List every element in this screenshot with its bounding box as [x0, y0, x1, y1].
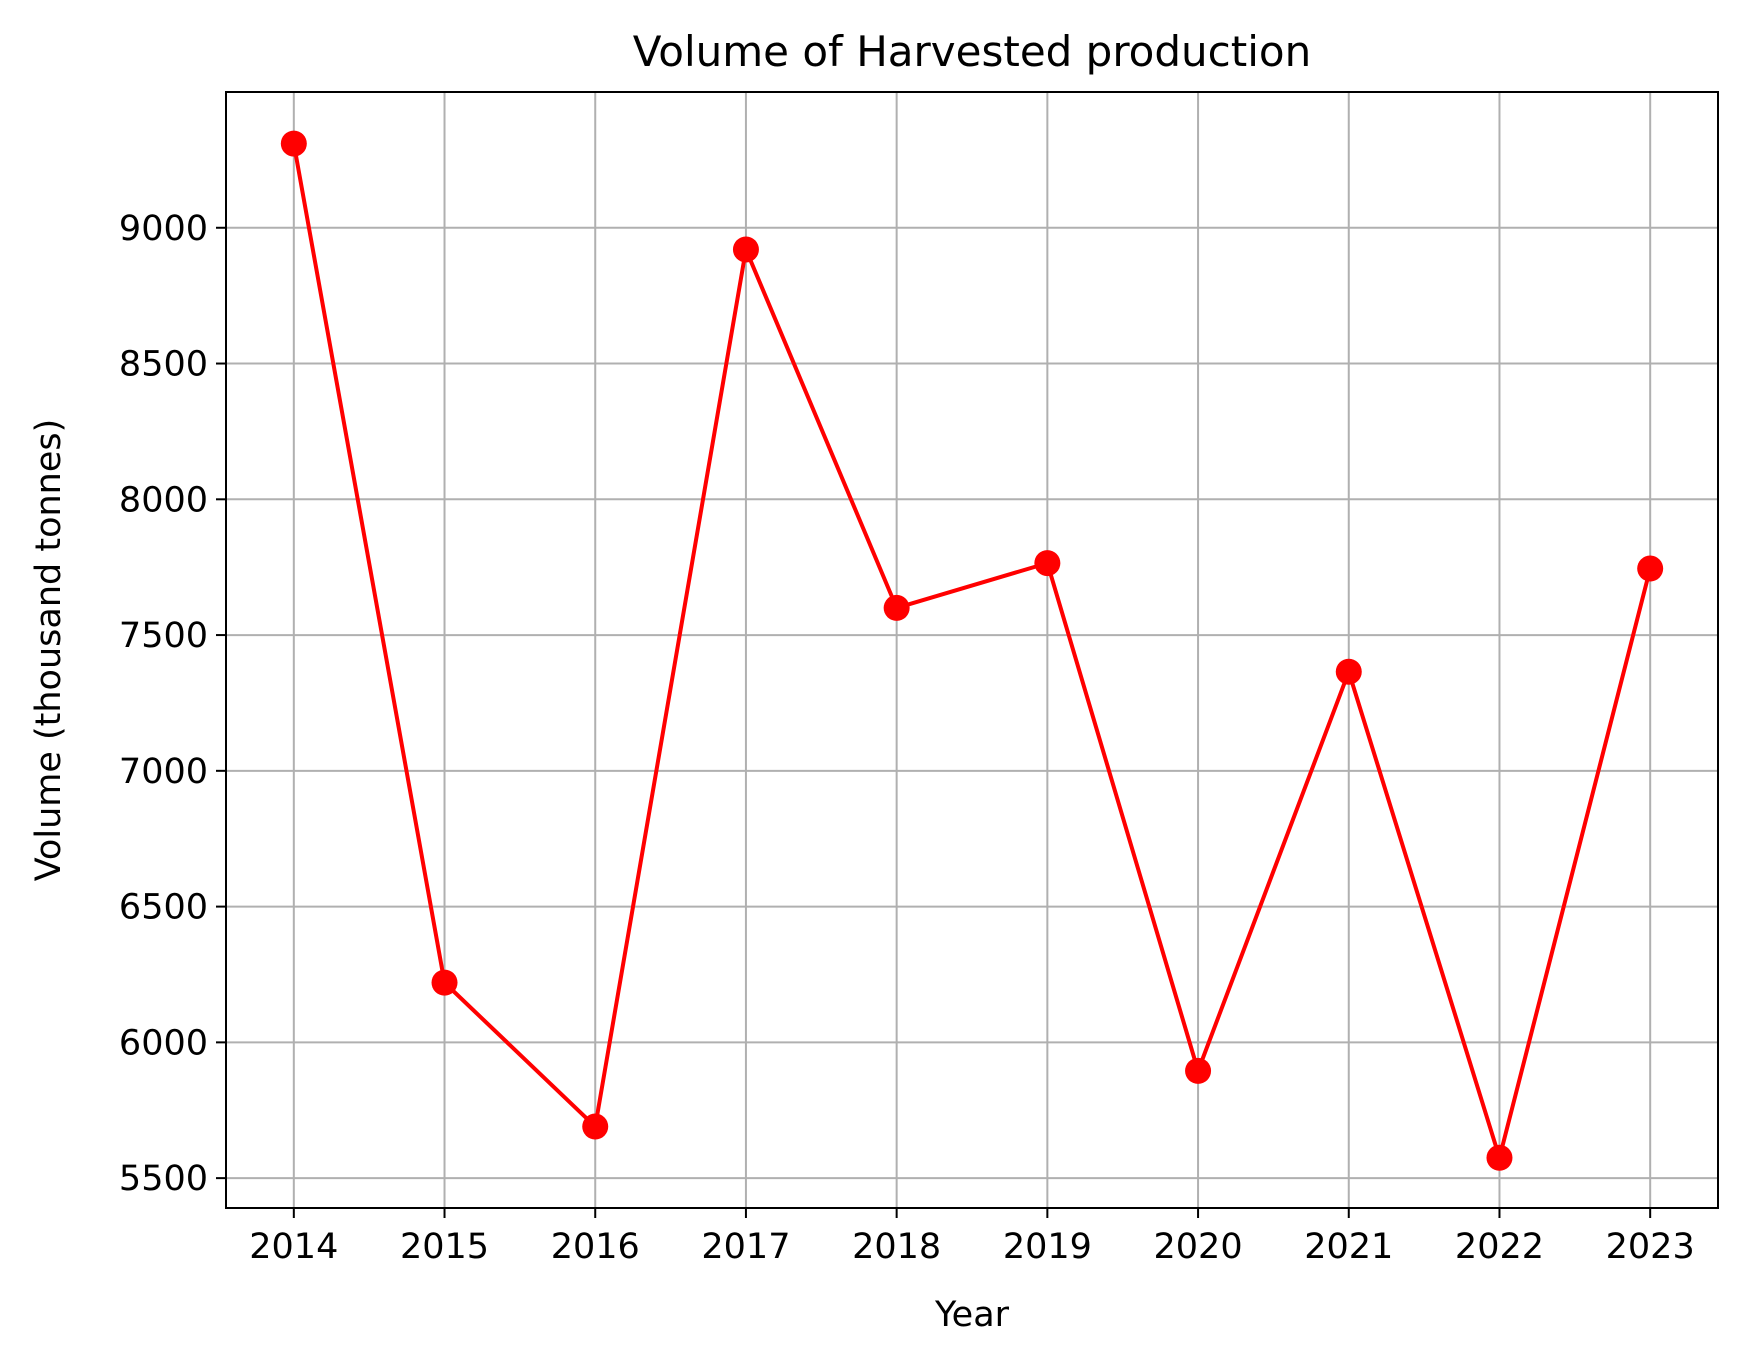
grid-lines: [226, 92, 1718, 1208]
y-tick-label: 7500: [119, 616, 208, 656]
data-point: [1034, 550, 1061, 577]
x-tick-label: 2019: [1003, 1227, 1092, 1267]
y-tick-label: 6500: [119, 888, 208, 928]
data-point: [582, 1113, 609, 1140]
chart-title: Volume of Harvested production: [633, 27, 1311, 76]
series-layer: [280, 130, 1664, 1171]
x-tick-label: 2018: [852, 1227, 941, 1267]
data-point: [732, 236, 759, 263]
data-point: [1185, 1057, 1212, 1084]
y-tick-label: 5500: [119, 1159, 208, 1199]
y-tick-label: 6000: [119, 1023, 208, 1063]
x-tick-label: 2015: [400, 1227, 489, 1267]
axis-ticks: 2014 2015 2016 2017 2018 2019 2020 2021 2022 2023…: [119, 209, 1695, 1267]
data-point: [883, 594, 910, 621]
y-tick-label: 8500: [119, 345, 208, 385]
data-point: [1335, 658, 1362, 685]
x-tick-label: 2023: [1606, 1227, 1695, 1267]
x-tick-label: 2022: [1455, 1227, 1544, 1267]
y-tick-label: 9000: [119, 209, 208, 249]
y-tick-label: 8000: [119, 480, 208, 520]
data-point: [1637, 555, 1664, 582]
y-axis-label: Volume (thousand tonnes): [29, 419, 69, 882]
plot-frame: [225, 91, 1719, 1209]
series-line: [291, 143, 1653, 1160]
x-tick-label: 2021: [1304, 1227, 1393, 1267]
data-point: [280, 130, 307, 157]
y-tick-label: 7000: [119, 752, 208, 792]
data-point: [1486, 1144, 1513, 1171]
x-tick-label: 2017: [701, 1227, 790, 1267]
data-point: [431, 969, 458, 996]
x-tick-label: 2020: [1154, 1227, 1243, 1267]
x-tick-label: 2016: [551, 1227, 640, 1267]
x-tick-label: 2014: [249, 1227, 338, 1267]
x-axis-label: Year: [934, 1295, 1010, 1335]
